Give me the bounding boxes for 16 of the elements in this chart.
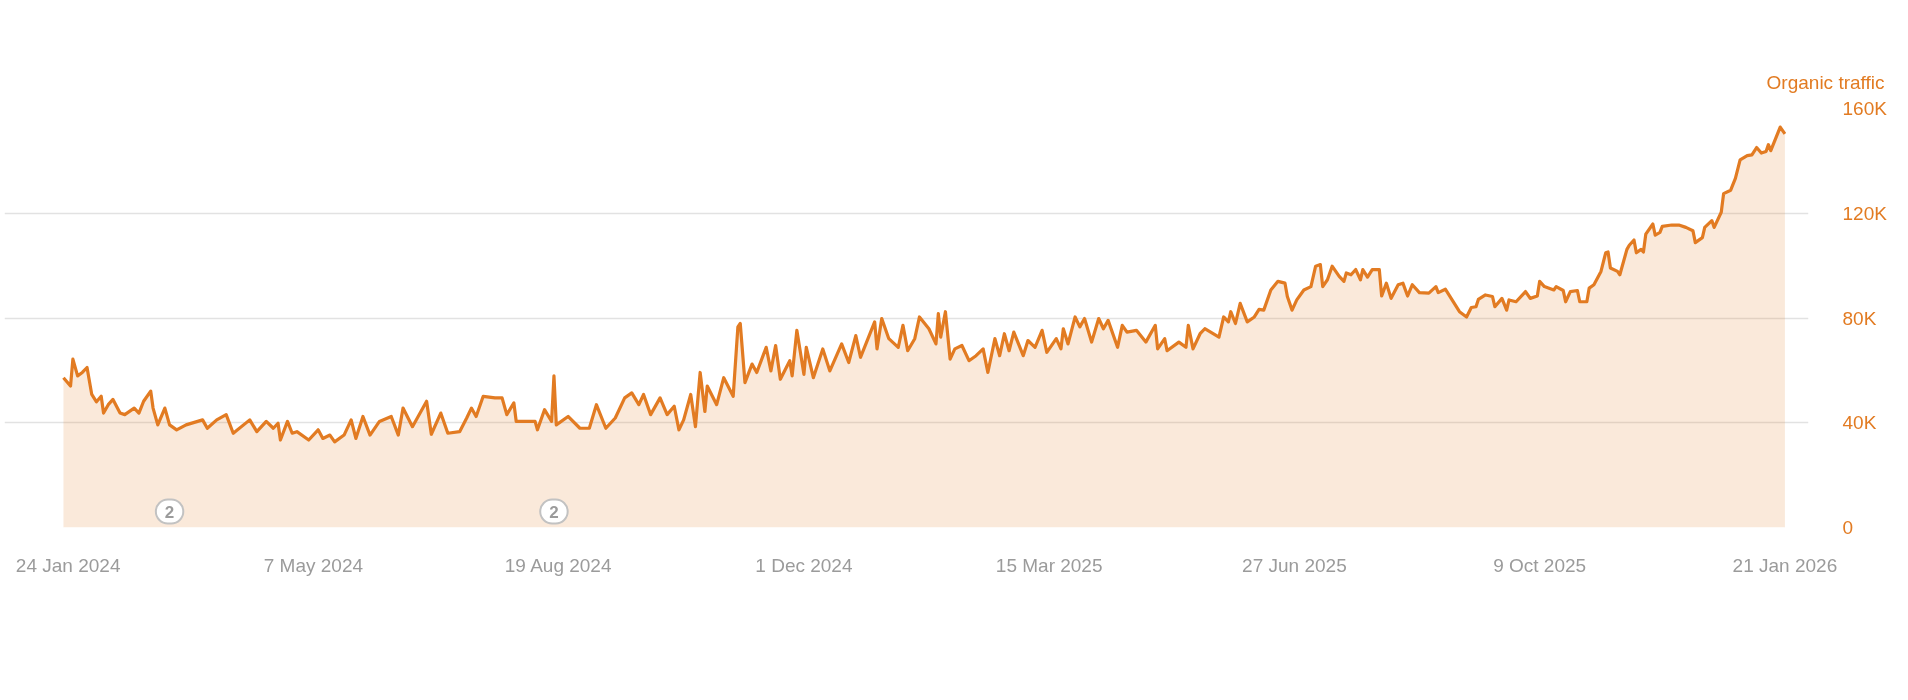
y-tick-label: 0 [1842,517,1854,538]
annotation: 2 [164,502,175,522]
x-tick-label: 27 Jun 2025 [1242,554,1347,576]
y-tick-label: 120K [1842,202,1888,224]
x-tick-label: 7 May 2024 [263,554,364,576]
y-tick-label: 160K [1842,98,1888,119]
x-tick-label: 1 Dec 2024 [755,554,853,576]
x-tick-label: 24 Jan 2024 [15,554,121,576]
x-tick-label: 15 Mar 2025 [995,554,1103,576]
x-tick-label: 21 Jan 2026 [1732,554,1838,576]
y-axis-title: Organic traffic [1766,71,1885,93]
annotation: 2 [549,502,559,522]
x-tick-label: 9 Oct 2025 [1493,554,1587,576]
y-tick-label: 80K [1842,307,1877,329]
x-tick-label: 19 Aug 2024 [504,554,612,576]
y-tick-label: 40K [1842,412,1877,434]
